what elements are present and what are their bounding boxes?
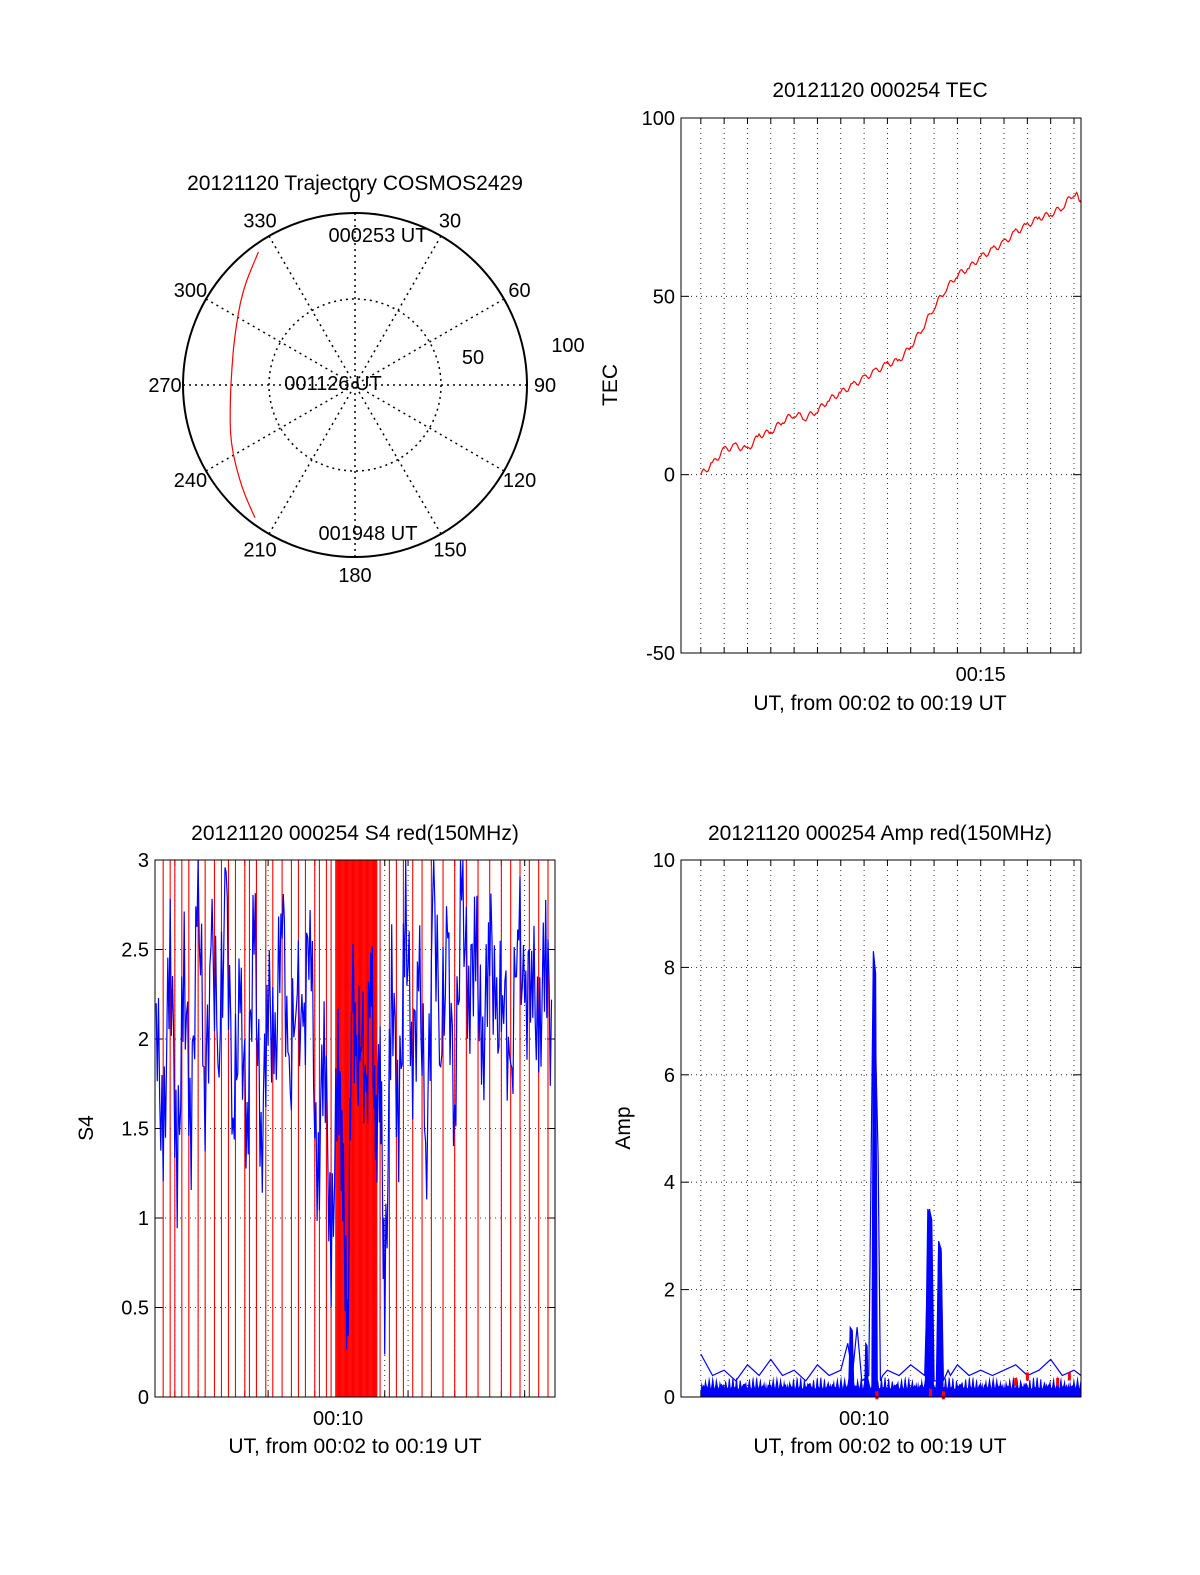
amp-ytick-label: 10 — [653, 850, 675, 872]
polar-trajectory-path — [229, 251, 259, 519]
s4-xtick-label: 00:10 — [313, 1408, 363, 1430]
polar-azimuth-labels: 0 30 60 90 120 150 180 210 240 270 300 330 — [148, 185, 556, 587]
polar-radial-label-100: 100 — [551, 335, 584, 357]
amp-ytick-label: 8 — [664, 957, 675, 979]
amp-red-mark — [1025, 1372, 1029, 1381]
amp-ytick-label: 4 — [664, 1172, 675, 1194]
tec-ytick-label: 100 — [642, 108, 675, 130]
amp-red-mark — [941, 1391, 945, 1400]
amp-xlabel: UT, from 00:02 to 00:19 UT — [753, 1435, 1006, 1458]
tec-ylabel: TEC — [599, 364, 622, 406]
tec-ytick-label: 50 — [653, 286, 675, 308]
panel-s4: 20121120 000254 S4 red(150MHz) 3 2.5 2 1.5 1… — [75, 822, 556, 1458]
tec-plot-frame — [680, 117, 1082, 654]
s4-xlabel: UT, from 00:02 to 00:19 UT — [228, 1435, 481, 1458]
amp-red-mark — [1014, 1377, 1018, 1386]
s4-ylabel: S4 — [75, 1115, 98, 1141]
tec-gridlines — [681, 117, 1081, 654]
s4-blue-line — [155, 859, 553, 1355]
amp-red-mark — [929, 1388, 933, 1397]
tec-x-tick-label: 00:15 — [956, 664, 1006, 686]
tec-xlabel: UT, from 00:02 to 00:19 UT — [753, 692, 1006, 715]
amp-blue-line — [700, 951, 1082, 1383]
trajectory-end-label: 001948 UT — [319, 523, 418, 545]
s4-ytick-label: 0.5 — [121, 1298, 149, 1320]
s4-title: 20121120 000254 S4 red(150MHz) — [191, 822, 519, 845]
trajectory-start-label: 000253 UT — [329, 225, 428, 247]
polar-azimuth-label: 180 — [338, 565, 371, 587]
s4-series — [155, 859, 553, 1397]
amp-x-tick-label: 00:10 — [839, 1408, 889, 1430]
polar-azimuth-label: 30 — [439, 210, 461, 232]
s4-y-tick-labels: 3 2.5 2 1.5 1 0.5 0 — [121, 850, 149, 1409]
amp-ytick-label: 2 — [664, 1280, 675, 1302]
s4-ytick-label: 1 — [138, 1208, 149, 1230]
panel-amp: 20121120 000254 Amp red(150MHz) 1086420 … — [612, 822, 1082, 1458]
s4-x-tick-label: 00:10 — [313, 1408, 363, 1430]
polar-azimuth-label: 330 — [243, 210, 276, 232]
panel-polar-trajectory: 20121120 Trajectory COSMOS2429 0 30 60 90 12… — [148, 172, 584, 587]
polar-azimuth-label: 150 — [433, 540, 466, 562]
polar-azimuth-label: 270 — [148, 375, 181, 397]
s4-plot-frame — [154, 859, 556, 1398]
amp-peak — [864, 1341, 869, 1398]
amp-y-tick-labels: 10 8 6 4 2 0 — [653, 850, 675, 1409]
s4-ytick-label: 0 — [138, 1387, 149, 1409]
polar-trajectory-line — [229, 251, 259, 519]
polar-azimuth-label: 210 — [243, 540, 276, 562]
amp-ytick-label: 6 — [664, 1065, 675, 1087]
polar-azimuth-label: 120 — [503, 470, 536, 492]
polar-title: 20121120 Trajectory COSMOS2429 — [187, 172, 523, 195]
tec-y-tick-labels: 100 50 0 -50 — [642, 108, 675, 665]
s4-ytick-label: 2 — [138, 1029, 149, 1051]
tec-series — [700, 191, 1082, 475]
tec-xtick-label: 00:15 — [956, 664, 1006, 686]
tec-ytick-label: 0 — [664, 465, 675, 487]
polar-azimuth-label: 0 — [349, 185, 360, 207]
tec-line — [700, 191, 1082, 475]
polar-azimuth-label: 90 — [534, 375, 556, 397]
amp-title: 20121120 000254 Amp red(150MHz) — [708, 822, 1052, 845]
amp-baseline-band — [700, 1375, 1081, 1397]
amp-xtick-label: 00:10 — [839, 1408, 889, 1430]
amp-ylabel: Amp — [612, 1106, 635, 1149]
trajectory-mid-label: 001126 UT — [284, 373, 381, 395]
s4-ytick-label: 3 — [138, 850, 149, 872]
polar-azimuth-label: 240 — [174, 470, 207, 492]
polar-grid — [182, 212, 528, 558]
tec-title: 20121120 000254 TEC — [772, 79, 987, 102]
amp-red-mark — [1067, 1372, 1071, 1381]
amp-red-mark — [875, 1391, 879, 1400]
amp-plot-frame — [680, 859, 1082, 1398]
amp-red-mark — [1056, 1377, 1060, 1386]
tec-ytick-label: -50 — [646, 643, 675, 665]
polar-azimuth-label: 60 — [508, 280, 530, 302]
s4-ytick-label: 1.5 — [121, 1119, 149, 1141]
s4-ytick-label: 2.5 — [121, 940, 149, 962]
polar-azimuth-label: 300 — [174, 280, 207, 302]
polar-radial-label-50: 50 — [462, 347, 484, 369]
amp-ytick-label: 0 — [664, 1387, 675, 1409]
